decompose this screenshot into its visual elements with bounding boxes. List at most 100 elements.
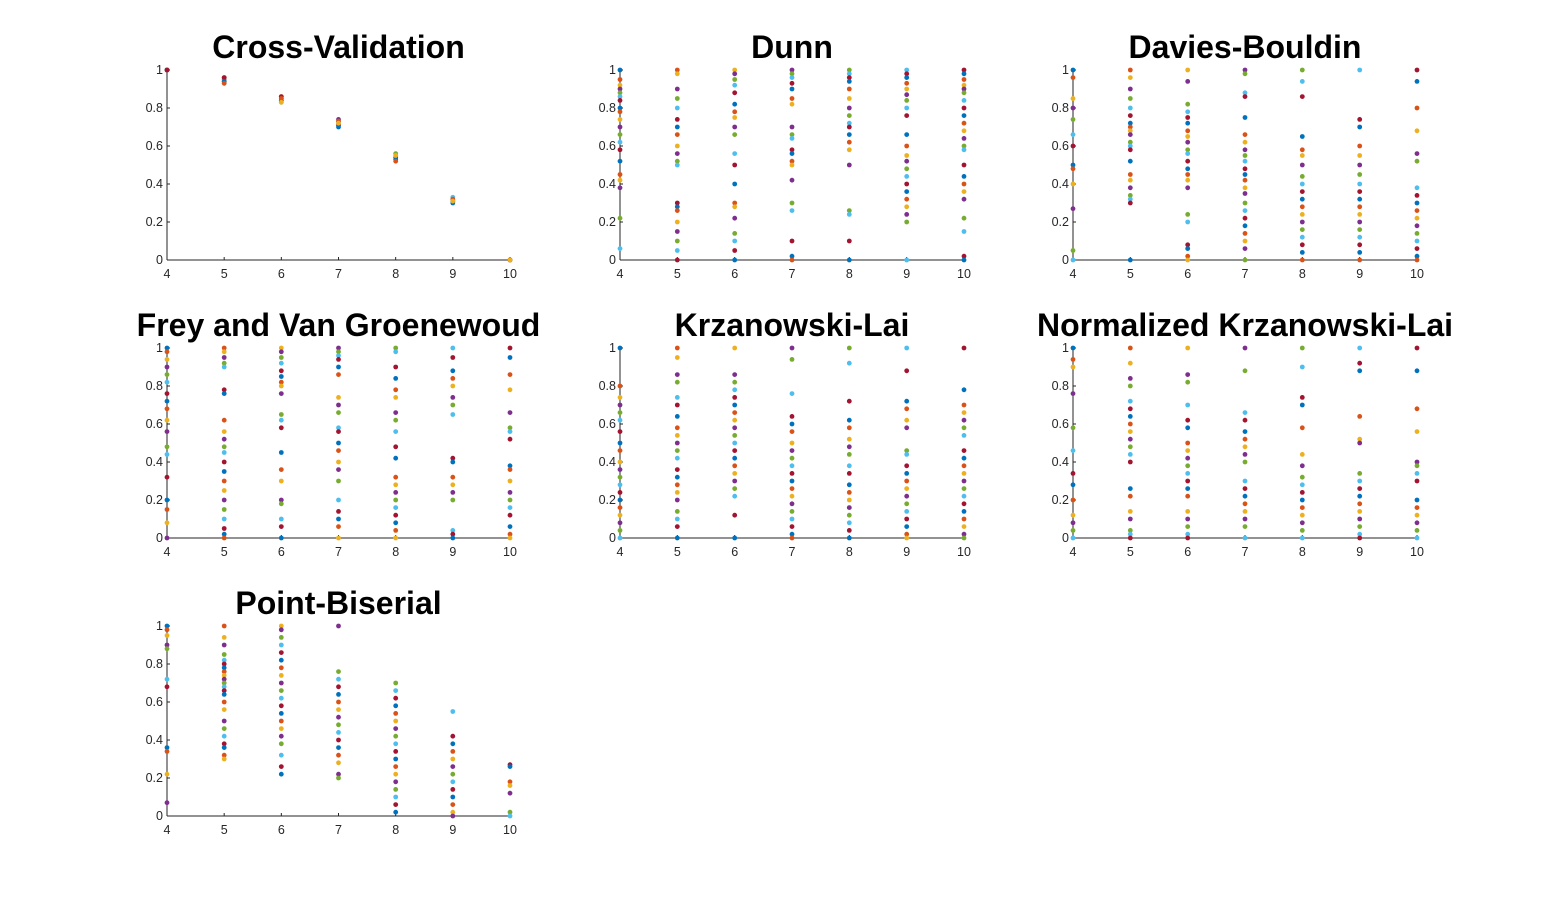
data-point	[1127, 516, 1133, 522]
data-point	[1357, 172, 1363, 177]
data-point	[961, 387, 967, 393]
data-point	[789, 471, 795, 476]
data-point	[1414, 238, 1420, 244]
x-tick-label: 8	[392, 823, 399, 837]
data-point	[1414, 406, 1420, 412]
data-point	[1127, 383, 1133, 389]
data-point	[278, 349, 284, 355]
data-point	[904, 80, 910, 86]
data-point	[1357, 204, 1363, 210]
data-point	[617, 246, 623, 252]
data-point	[846, 113, 852, 118]
data-point	[1185, 524, 1191, 529]
data-point	[961, 471, 967, 476]
data-point	[617, 94, 623, 99]
data-point	[732, 493, 738, 499]
data-point	[393, 749, 399, 754]
data-point	[904, 189, 910, 195]
data-point	[1127, 493, 1133, 499]
data-point	[164, 417, 170, 423]
x-tick-label: 9	[903, 267, 910, 281]
data-point	[904, 257, 910, 263]
data-point	[846, 105, 852, 111]
data-point	[450, 741, 456, 747]
data-point	[393, 726, 399, 731]
data-point	[1242, 459, 1248, 465]
data-point	[1242, 208, 1248, 214]
data-point	[904, 212, 910, 217]
data-point	[450, 733, 456, 739]
data-point	[732, 372, 738, 377]
y-tick-label: 0.4	[599, 455, 616, 469]
data-point	[164, 676, 170, 682]
data-point	[961, 509, 967, 514]
data-point	[507, 490, 513, 495]
data-point	[1242, 501, 1248, 507]
data-point	[904, 463, 910, 469]
y-tick-label: 0.4	[1052, 455, 1069, 469]
data-point	[904, 174, 910, 179]
data-point	[221, 745, 227, 750]
y-tick-label: 0.2	[599, 493, 616, 507]
data-point	[674, 448, 680, 453]
data-point	[1127, 531, 1133, 537]
data-point	[904, 516, 910, 522]
data-point	[674, 71, 680, 77]
data-point	[961, 113, 967, 118]
data-point	[336, 440, 341, 446]
data-point	[393, 733, 399, 739]
data-point	[732, 478, 738, 484]
data-point	[1242, 257, 1248, 263]
data-point	[789, 162, 795, 168]
data-point	[507, 779, 513, 785]
data-point	[1242, 71, 1248, 77]
data-point	[961, 105, 967, 111]
data-point	[1070, 67, 1076, 73]
data-point	[789, 501, 795, 507]
data-point	[617, 383, 623, 389]
data-point	[336, 429, 341, 434]
data-point	[278, 771, 284, 777]
data-point	[336, 775, 341, 781]
data-point	[221, 692, 227, 697]
data-point	[1185, 440, 1191, 446]
data-point	[617, 440, 623, 446]
data-point	[732, 455, 738, 461]
data-point	[1185, 147, 1191, 153]
data-point	[904, 98, 910, 103]
data-point	[1299, 189, 1305, 195]
data-points	[164, 345, 513, 541]
chart-title: Point-Biserial	[235, 585, 441, 621]
data-point	[221, 364, 227, 370]
data-point	[1185, 448, 1191, 453]
data-point	[617, 528, 623, 533]
data-point	[164, 474, 170, 480]
data-point	[846, 79, 852, 84]
x-tick-label: 10	[503, 267, 517, 281]
data-point	[961, 524, 967, 529]
data-point	[1127, 421, 1133, 427]
data-point	[450, 455, 456, 461]
data-point	[961, 417, 967, 423]
data-point	[732, 215, 738, 221]
data-point	[164, 745, 170, 750]
data-point	[336, 357, 341, 362]
data-point	[617, 520, 623, 526]
data-point	[846, 238, 852, 244]
data-point	[1070, 96, 1076, 101]
data-point	[507, 783, 513, 788]
data-point	[450, 345, 456, 351]
data-point	[846, 512, 852, 518]
data-point	[1185, 219, 1191, 225]
x-tick-label: 9	[449, 823, 456, 837]
data-point	[617, 77, 623, 82]
data-point	[1299, 67, 1305, 73]
data-point	[904, 471, 910, 476]
data-point	[393, 376, 399, 381]
y-tick-label: 0	[1062, 531, 1069, 545]
data-point	[961, 67, 967, 73]
data-point	[393, 779, 399, 785]
data-point	[221, 80, 227, 86]
data-point	[674, 208, 680, 214]
data-point	[1299, 345, 1305, 351]
